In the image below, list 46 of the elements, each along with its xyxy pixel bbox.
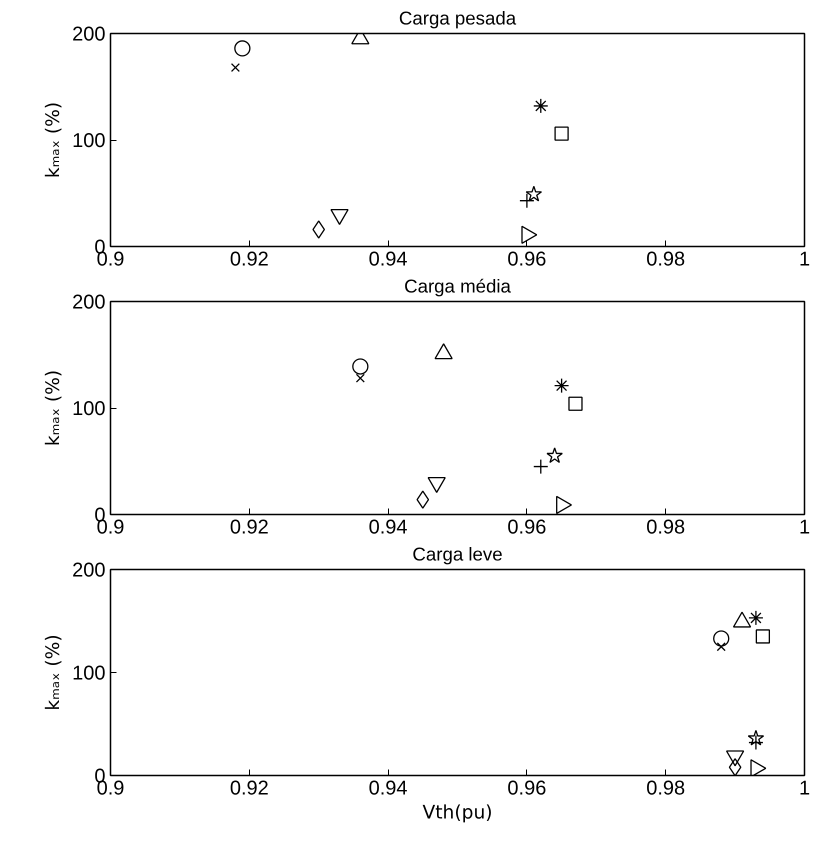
x-tick-label: 0.96 — [507, 516, 546, 538]
chart-title: Carga média — [404, 276, 512, 296]
x-tick-label: 0.94 — [368, 516, 408, 538]
x-tick-label: 0.98 — [646, 778, 686, 800]
x-tick-label: 0.98 — [646, 516, 686, 538]
y-axis-title: kₘₐₓ (%) — [43, 634, 64, 711]
point — [748, 730, 764, 746]
point — [756, 629, 770, 644]
y-tick-label: 100 — [72, 662, 106, 684]
point — [554, 126, 569, 141]
x-tick-label: 0.98 — [646, 248, 686, 270]
point — [312, 220, 326, 239]
point — [356, 374, 365, 383]
point — [546, 447, 563, 464]
chart-title: Carga leve — [412, 544, 503, 564]
point — [533, 98, 548, 114]
y-tick-label: 100 — [72, 398, 106, 420]
point — [352, 358, 368, 375]
point — [230, 63, 240, 72]
point — [728, 758, 742, 776]
x-tick-label: 0.94 — [368, 248, 408, 270]
point — [716, 642, 726, 652]
point — [526, 186, 542, 202]
x-axis-title: Vth(pu) — [422, 802, 493, 824]
point — [554, 378, 570, 394]
x-tick-label: 0.92 — [230, 248, 269, 270]
point — [568, 396, 583, 411]
x-tick-label: 0.94 — [368, 778, 408, 800]
x-tick-label: 0.92 — [230, 778, 269, 800]
y-tick-label: 200 — [72, 24, 106, 46]
y-tick-label: 200 — [72, 292, 106, 314]
x-tick-label: 1 — [798, 516, 810, 538]
x-tick-label: 0.92 — [230, 516, 269, 538]
y-axis-title: kₘₐₓ (%) — [43, 370, 64, 446]
point — [416, 490, 430, 509]
point — [234, 40, 251, 57]
y-tick-label: 200 — [72, 560, 106, 582]
y-axis-title: kₘₐₓ (%) — [43, 102, 64, 178]
point — [713, 630, 730, 647]
x-tick-label: 1 — [798, 778, 810, 800]
chart-title: Carga pesada — [398, 8, 517, 28]
x-tick-label: 0.96 — [507, 248, 546, 270]
x-tick-label: 1 — [798, 248, 810, 270]
x-tick-label: 0.96 — [507, 778, 546, 800]
y-tick-label: 100 — [72, 130, 106, 152]
point — [748, 610, 764, 626]
